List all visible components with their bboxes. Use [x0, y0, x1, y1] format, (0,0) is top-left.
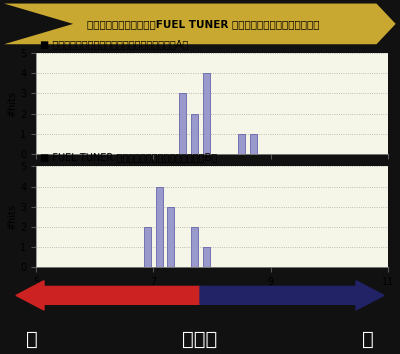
- Bar: [250, 134, 256, 154]
- FancyArrow shape: [16, 281, 200, 310]
- Y-axis label: #hits: #hits: [7, 91, 17, 116]
- Text: 良: 良: [26, 330, 38, 349]
- Y-axis label: #hits: #hits: [7, 204, 17, 230]
- Bar: [168, 207, 174, 267]
- Bar: [156, 187, 163, 267]
- Bar: [144, 227, 151, 267]
- Text: ■ ガソリンのみの場合の燃焼タイミング【グラフA】: ■ ガソリンのみの場合の燃焼タイミング【グラフA】: [40, 39, 188, 49]
- Text: 着火性: 着火性: [182, 330, 218, 349]
- Text: ■ FUEL TUNER 添加後の燃焼タイミング【グラフB】: ■ FUEL TUNER 添加後の燃焼タイミング【グラフB】: [40, 152, 217, 162]
- Text: 悪: 悪: [362, 330, 374, 349]
- Bar: [191, 227, 198, 267]
- Polygon shape: [4, 4, 396, 44]
- Bar: [191, 114, 198, 154]
- Text: ガソリンのみの場合と、FUEL TUNER 添加後の燃焼タイミングの比較: ガソリンのみの場合と、FUEL TUNER 添加後の燃焼タイミングの比較: [88, 19, 320, 29]
- Bar: [179, 93, 186, 154]
- Bar: [203, 247, 210, 267]
- Bar: [203, 73, 210, 154]
- X-axis label: Delay [msec]: Delay [msec]: [180, 290, 244, 300]
- Bar: [238, 134, 245, 154]
- FancyArrow shape: [200, 281, 384, 310]
